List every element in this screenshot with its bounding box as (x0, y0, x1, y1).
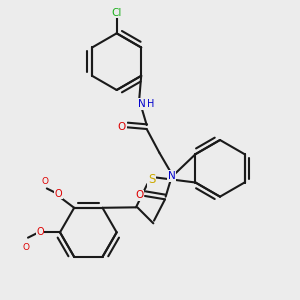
Text: O: O (42, 177, 49, 186)
Text: Cl: Cl (112, 8, 122, 18)
Text: O: O (36, 227, 44, 237)
Text: N: N (138, 99, 146, 109)
Text: O: O (22, 242, 29, 251)
Text: H: H (147, 99, 155, 109)
Text: S: S (148, 173, 155, 186)
Text: O: O (118, 122, 126, 132)
Text: N: N (168, 171, 176, 181)
Text: O: O (136, 190, 144, 200)
Text: O: O (54, 189, 62, 199)
